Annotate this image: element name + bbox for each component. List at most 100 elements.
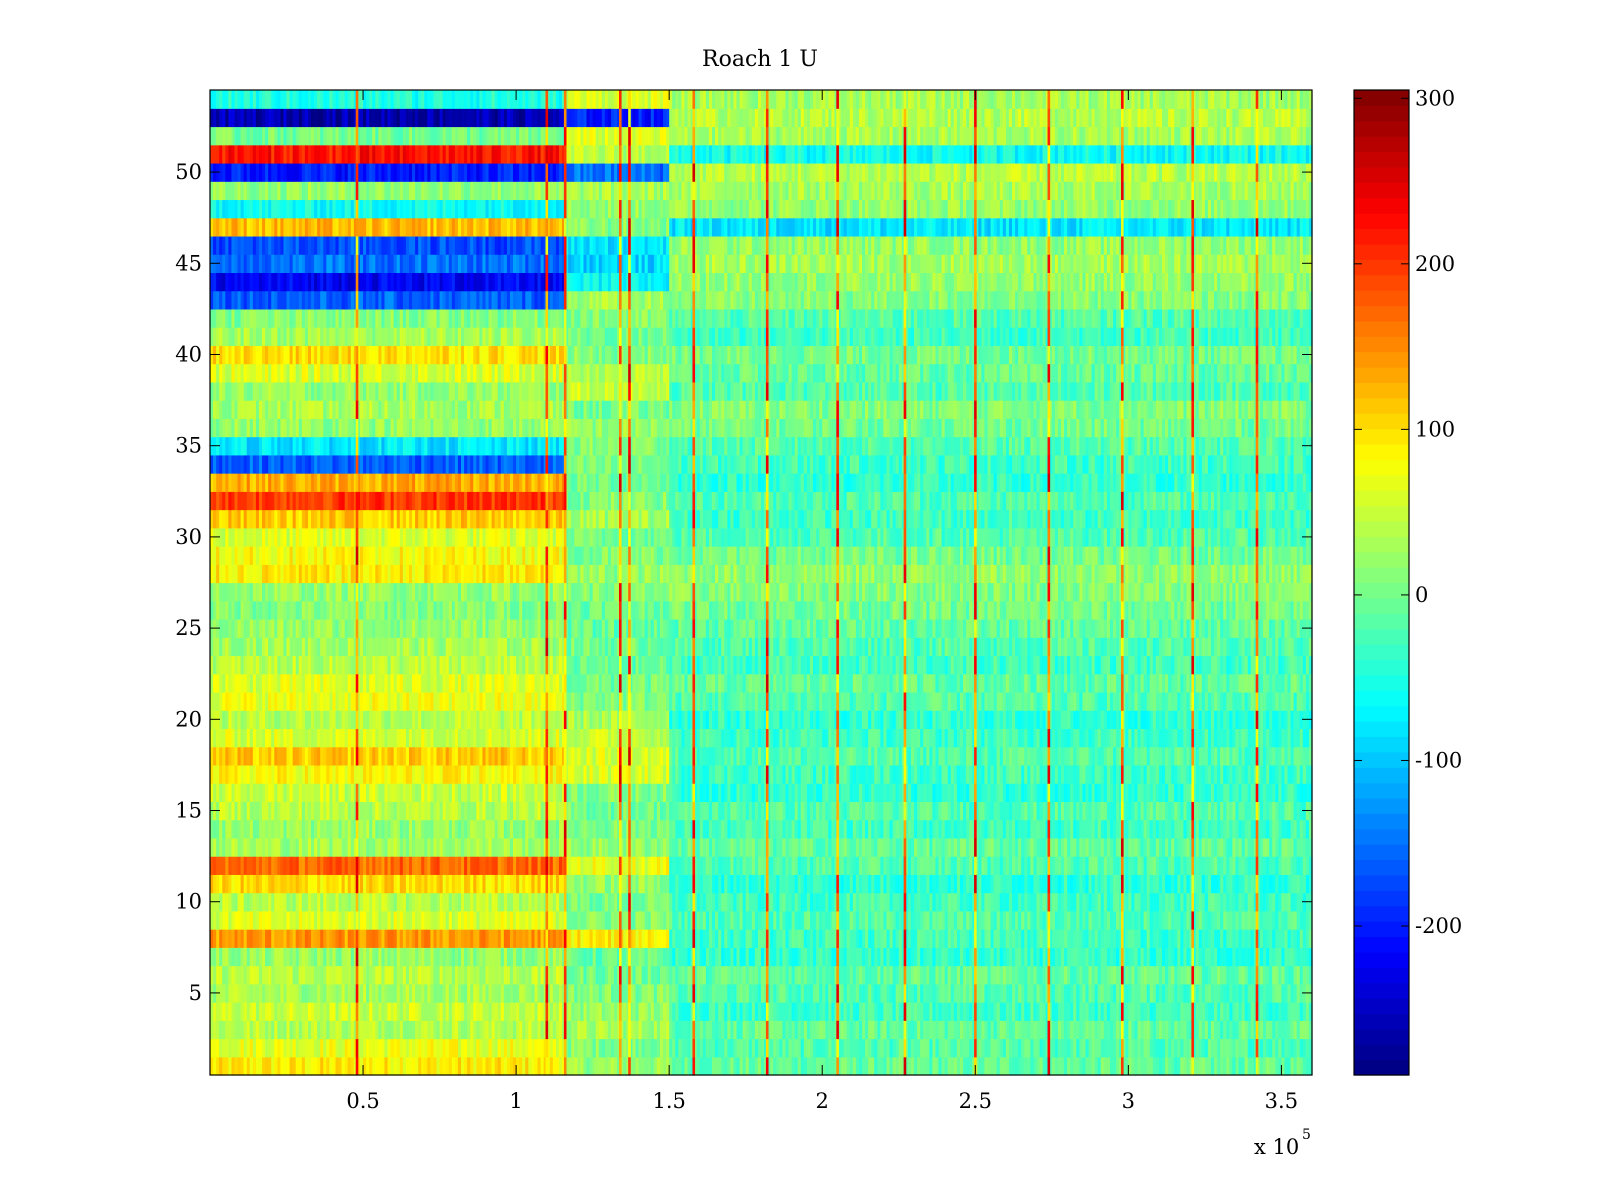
heatmap-cell [393,983,398,1003]
heatmap-cell [399,1002,404,1021]
heatmap-cell [880,1056,885,1076]
heatmap-cell [347,947,352,967]
heatmap-cell [754,1038,759,1058]
heatmap-cell [219,1002,223,1021]
heatmap-cell [1305,965,1310,985]
heatmap-cell [295,1020,300,1040]
heatmap-cell [562,1038,566,1058]
heatmap-cell [307,1002,312,1021]
heatmap-cell [828,983,832,1003]
heatmap-cell [1168,983,1172,1003]
heatmap-cell [626,983,630,1003]
heatmap-cell [1051,1056,1056,1076]
heatmap-cell [338,1002,343,1021]
heatmap-cell [779,1038,784,1058]
heatmap-cell [767,965,771,985]
heatmap-cell [1296,1020,1301,1040]
heatmap-cell [537,983,542,1003]
heatmap-cell [702,1020,707,1040]
heatmap-cell [1296,1038,1301,1058]
heatmap-cell [1134,1038,1139,1058]
heatmap-cell [687,983,692,1003]
heatmap-cell [338,1020,343,1040]
heatmap-cell [491,1002,496,1021]
heatmap-cell [366,983,370,1003]
heatmap-cell [1042,1020,1047,1040]
heatmap-cell [381,1002,386,1021]
heatmap-cell [644,1020,649,1040]
heatmap-cell [592,965,597,985]
heatmap-cell [721,965,725,985]
heatmap-cell [574,1056,578,1076]
heatmap-cell [555,947,560,967]
heatmap-cell [996,1038,1001,1058]
heatmap-cell [898,1056,903,1076]
heatmap-cell [764,983,768,1003]
heatmap-cell [265,1038,269,1058]
heatmap-cell [715,983,719,1003]
heatmap-cell [647,1056,652,1076]
heatmap-cell [984,1038,989,1058]
heatmap-cell [914,1038,918,1058]
heatmap-cell [485,983,490,1003]
heatmap-cell [580,1038,585,1058]
heatmap-cell [393,1056,398,1076]
heatmap-cell [1207,983,1212,1003]
heatmap-cell [1015,983,1019,1003]
heatmap-cell [809,965,814,985]
heatmap-cell [1180,1038,1185,1058]
heatmap-cell [326,983,330,1003]
heatmap-cell [871,1056,875,1076]
heatmap-cell [323,1020,327,1040]
heatmap-cell [448,1002,453,1021]
heatmap-cell [381,1020,386,1040]
heatmap-cell [323,965,327,985]
heatmap-cell [338,965,343,985]
heatmap-cell [1214,983,1218,1003]
heatmap-cell [1183,1002,1188,1021]
heatmap-cell [503,983,508,1003]
heatmap-cell [607,947,612,967]
heatmap-cell [1027,1002,1031,1021]
heatmap-cell [482,983,487,1003]
heatmap-cell [356,947,361,967]
heatmap-cell [1171,1038,1175,1058]
heatmap-cell [531,947,536,967]
heatmap-cell [981,1038,986,1058]
heatmap-cell [1232,1038,1237,1058]
heatmap-cell [262,965,266,985]
heatmap-cell [1064,1020,1068,1040]
heatmap-cell [806,983,811,1003]
heatmap-cell [656,1056,661,1076]
heatmap-cell [712,1056,716,1076]
heatmap-cell [1128,965,1132,985]
heatmap-cell [329,1020,334,1040]
heatmap-cell [987,1056,992,1076]
heatmap-cell [1290,1056,1295,1076]
heatmap-cell [356,965,361,985]
heatmap-cell [663,947,667,967]
heatmap-cell [626,1038,630,1058]
heatmap-cell [1293,1020,1298,1040]
heatmap-cell [583,1002,588,1021]
heatmap-cell [445,965,450,985]
heatmap-cell [243,1020,248,1040]
heatmap-cell [1033,1056,1038,1076]
heatmap-cell [577,965,581,985]
heatmap-cell [883,983,888,1003]
heatmap-cell [384,965,389,985]
heatmap-cell [1162,1038,1166,1058]
heatmap-cell [644,983,649,1003]
heatmap-cell [730,1020,735,1040]
heatmap-cell [427,947,431,967]
heatmap-cell [1155,1002,1160,1021]
heatmap-cell [702,947,707,967]
heatmap-cell [699,965,704,985]
heatmap-cell [1272,1056,1276,1076]
heatmap-cell [445,1002,450,1021]
heatmap-cell [1073,1002,1077,1021]
heatmap-cell [620,983,624,1003]
heatmap-cell [855,1020,860,1040]
heatmap-cell [959,983,964,1003]
heatmap-cell [865,983,869,1003]
